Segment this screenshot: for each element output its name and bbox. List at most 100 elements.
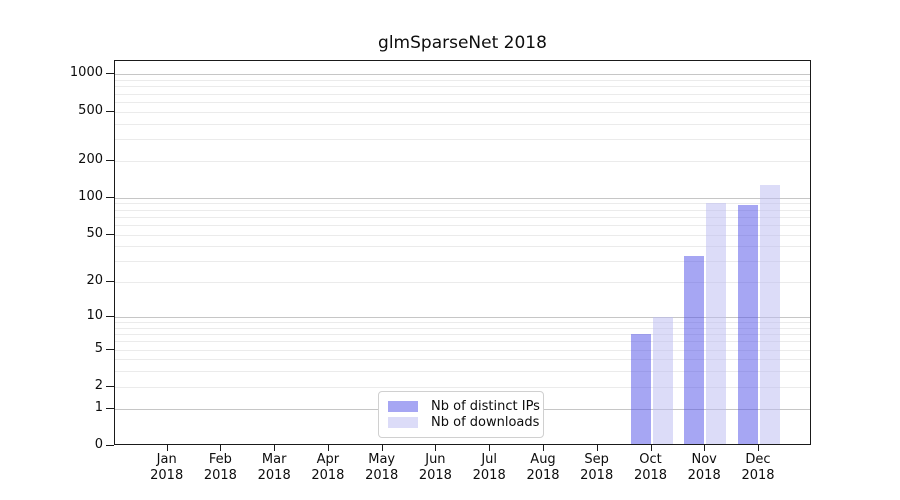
x-tick-label: Nov 2018	[677, 452, 731, 484]
minor-gridline	[115, 86, 810, 88]
minor-gridline	[115, 282, 810, 284]
x-tick-year: 2018	[257, 468, 291, 483]
legend-label-distinct-ips: Nb of distinct IPs	[431, 399, 540, 414]
bar-downloads-dec	[760, 184, 780, 444]
minor-gridline	[115, 209, 810, 211]
y-tick-label: 100	[78, 188, 103, 204]
minor-gridline	[115, 234, 810, 236]
x-tick-year: 2018	[311, 468, 345, 483]
x-tick	[489, 445, 491, 451]
minor-gridline	[115, 261, 810, 263]
x-tick-label: Dec 2018	[731, 452, 785, 484]
minor-gridline	[115, 341, 810, 343]
x-tick	[758, 445, 759, 451]
x-tick-year: 2018	[687, 468, 721, 483]
x-tick-label: Aug 2018	[516, 452, 570, 484]
minor-gridline	[115, 80, 810, 81]
y-tick	[106, 385, 114, 387]
bar-distinct-ips-dec	[738, 205, 758, 444]
y-tick-label: 200	[78, 151, 103, 167]
minor-gridline	[115, 111, 810, 113]
x-tick-label: Jan 2018	[140, 452, 194, 484]
major-gridline	[115, 74, 810, 76]
x-tick-label: Oct 2018	[624, 452, 678, 484]
y-tick	[106, 159, 114, 161]
x-tick-label: Feb 2018	[193, 452, 247, 484]
minor-gridline	[115, 216, 810, 218]
x-tick-label: Jul 2018	[462, 452, 516, 484]
y-tick-label: 5	[94, 340, 103, 356]
x-tick-year: 2018	[418, 468, 452, 483]
y-tick-label: 50	[86, 225, 103, 241]
major-gridline	[115, 317, 810, 318]
y-tick	[106, 348, 114, 350]
minor-gridline	[115, 224, 810, 226]
y-tick	[106, 110, 114, 112]
minor-gridline	[115, 123, 810, 125]
x-tick	[274, 445, 276, 451]
minor-gridline	[115, 160, 810, 162]
minor-gridline	[115, 334, 810, 336]
y-tick	[106, 445, 114, 446]
minor-gridline	[115, 93, 810, 95]
x-tick-year: 2018	[526, 468, 560, 483]
y-tick-label: 0	[94, 437, 103, 452]
minor-gridline	[115, 322, 810, 324]
x-tick	[596, 445, 598, 451]
x-tick	[650, 445, 652, 451]
minor-gridline	[115, 246, 810, 248]
x-tick	[381, 445, 383, 451]
chart-title: glmSparseNet 2018	[378, 33, 547, 53]
legend-swatch-distinct-ips	[388, 401, 418, 412]
minor-gridline	[115, 203, 810, 205]
x-tick-year: 2018	[203, 468, 237, 483]
x-tick-year: 2018	[150, 468, 184, 483]
y-tick-label: 1000	[69, 65, 103, 81]
x-tick	[327, 445, 329, 451]
x-tick	[220, 445, 222, 451]
plot-area	[114, 60, 811, 445]
x-tick	[704, 445, 706, 451]
x-tick-label: Sep 2018	[570, 452, 624, 484]
y-tick	[106, 233, 114, 235]
bar-distinct-ips-nov	[684, 256, 705, 444]
x-tick	[435, 445, 437, 451]
minor-gridline	[115, 371, 810, 373]
major-gridline	[115, 197, 810, 199]
y-tick	[106, 196, 114, 198]
minor-gridline	[115, 349, 810, 351]
y-tick-label: 10	[86, 308, 103, 323]
x-tick-year: 2018	[472, 468, 506, 483]
x-tick-label: Apr 2018	[301, 452, 355, 484]
x-tick	[543, 445, 544, 451]
bar-distinct-ips-oct	[630, 334, 651, 444]
x-tick-year: 2018	[741, 468, 775, 483]
y-tick	[106, 73, 114, 75]
bar-downloads-oct	[652, 317, 673, 444]
x-tick-year: 2018	[365, 468, 399, 483]
x-tick-year: 2018	[580, 468, 614, 483]
y-tick	[106, 407, 114, 409]
legend-row-distinct-ips: Nb of distinct IPs	[388, 399, 540, 414]
y-tick-label: 20	[86, 273, 103, 289]
x-tick-label: Mar 2018	[247, 452, 301, 484]
x-tick-label: May 2018	[355, 452, 409, 484]
legend-label-downloads: Nb of downloads	[431, 415, 540, 430]
legend: Nb of distinct IPs Nb of downloads	[378, 391, 544, 438]
bar-downloads-nov	[706, 202, 727, 444]
y-tick	[106, 281, 114, 283]
minor-gridline	[115, 101, 810, 103]
x-tick	[166, 445, 168, 451]
minor-gridline	[115, 139, 810, 140]
minor-gridline	[115, 327, 810, 329]
legend-row-downloads: Nb of downloads	[388, 415, 539, 430]
legend-swatch-downloads	[388, 417, 418, 428]
y-tick-label: 2	[94, 377, 103, 393]
y-tick-label: 1	[94, 399, 103, 415]
y-tick	[106, 316, 114, 317]
y-tick-label: 500	[78, 102, 103, 118]
minor-gridline	[115, 359, 810, 361]
minor-gridline	[115, 386, 810, 388]
x-tick-label: Jun 2018	[408, 452, 462, 484]
